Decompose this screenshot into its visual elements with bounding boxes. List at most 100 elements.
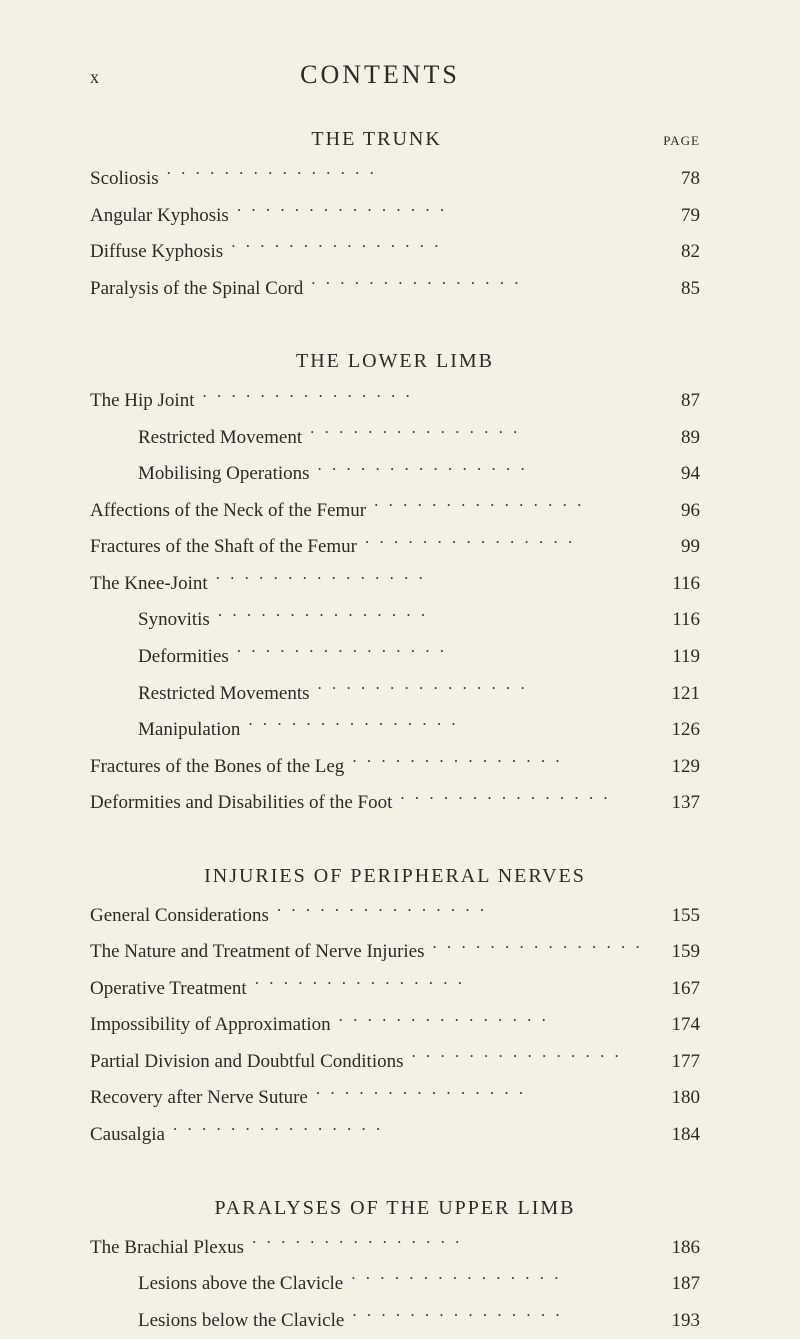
toc-entry-label: Angular Kyphosis bbox=[90, 202, 229, 230]
toc-leader-dots bbox=[318, 460, 644, 479]
section-title: THE LOWER LIMB bbox=[90, 350, 700, 373]
toc-entry-page: 121 bbox=[652, 680, 700, 708]
toc-entry-label: Restricted Movement bbox=[90, 424, 302, 452]
toc-leader-dots bbox=[231, 238, 644, 257]
toc-entry: Affections of the Neck of the Femur96 bbox=[90, 497, 700, 525]
toc-entry-page: 99 bbox=[652, 533, 700, 561]
toc-entry-page: 129 bbox=[652, 753, 700, 781]
toc-entry: Synovitis 116 bbox=[90, 606, 700, 634]
toc-entry-label: Recovery after Nerve Suture bbox=[90, 1084, 308, 1112]
toc-entry: Deformities119 bbox=[90, 643, 700, 671]
toc-leader-dots bbox=[374, 497, 644, 516]
toc-leader-dots bbox=[433, 938, 644, 957]
toc-entry-page: 174 bbox=[652, 1011, 700, 1039]
toc-entry-page: 79 bbox=[652, 202, 700, 230]
toc-entry: Impossibility of Approximation 174 bbox=[90, 1011, 700, 1039]
toc-entry: Diffuse Kyphosis 82 bbox=[90, 238, 700, 266]
toc-entry-page: 167 bbox=[652, 975, 700, 1003]
toc-entry-label: Impossibility of Approximation bbox=[90, 1011, 331, 1039]
toc-entry-label: Restricted Movements bbox=[90, 680, 310, 708]
toc-entry-label: Partial Division and Doubtful Conditions bbox=[90, 1048, 404, 1076]
toc-entry: Operative Treatment 167 bbox=[90, 975, 700, 1003]
toc-leader-dots bbox=[216, 570, 644, 589]
toc-entry: General Considerations 155 bbox=[90, 902, 700, 930]
section-header: THE LOWER LIMB bbox=[90, 350, 700, 373]
toc-entry-page: 137 bbox=[652, 789, 700, 817]
toc-entry: Scoliosis 78 bbox=[90, 165, 700, 193]
page-column-label: PAGE bbox=[663, 133, 700, 149]
toc-entry: Restricted Movements 121 bbox=[90, 680, 700, 708]
toc-entry-label: The Hip Joint bbox=[90, 387, 195, 415]
toc-entry-label: Diffuse Kyphosis bbox=[90, 238, 223, 266]
section-header: THE TRUNKPAGE bbox=[90, 128, 700, 151]
toc-entry: Deformities and Disabilities of the Foot… bbox=[90, 789, 700, 817]
toc-leader-dots bbox=[412, 1048, 645, 1067]
toc-entry: The Hip Joint 87 bbox=[90, 387, 700, 415]
toc-entry: Recovery after Nerve Suture 180 bbox=[90, 1084, 700, 1112]
section-header: INJURIES OF PERIPHERAL NERVES bbox=[90, 865, 700, 888]
toc-leader-dots bbox=[339, 1011, 644, 1030]
toc-entry-page: 193 bbox=[652, 1307, 700, 1335]
toc-entry-page: 116 bbox=[652, 570, 700, 598]
page-header: x CONTENTS bbox=[90, 60, 700, 90]
toc-entry-label: The Nature and Treatment of Nerve Injuri… bbox=[90, 938, 425, 966]
toc-leader-dots bbox=[316, 1084, 644, 1103]
toc-entry-page: 85 bbox=[652, 275, 700, 303]
toc-entry-label: Mobilising Operations bbox=[90, 460, 310, 488]
section-header: PARALYSES OF THE UPPER LIMB bbox=[90, 1197, 700, 1220]
toc-entry-page: 186 bbox=[652, 1234, 700, 1262]
toc-entry-label: Lesions below the Clavicle bbox=[90, 1307, 344, 1335]
toc-entry: Manipulation 126 bbox=[90, 716, 700, 744]
toc-leader-dots bbox=[173, 1121, 644, 1140]
toc-entry-page: 155 bbox=[652, 902, 700, 930]
toc-entry: Lesions above the Clavicle 187 bbox=[90, 1270, 700, 1298]
toc-entry-label: Causalgia bbox=[90, 1121, 165, 1149]
toc-entry-label: The Knee-Joint bbox=[90, 570, 208, 598]
toc-entry: Partial Division and Doubtful Conditions… bbox=[90, 1048, 700, 1076]
toc-entry-page: 96 bbox=[652, 497, 700, 525]
toc-entry-label: Scoliosis bbox=[90, 165, 159, 193]
toc-leader-dots bbox=[318, 680, 645, 699]
toc-leader-dots bbox=[248, 716, 644, 735]
toc-leader-dots bbox=[167, 165, 644, 184]
toc-entry-label: The Brachial Plexus bbox=[90, 1234, 244, 1262]
toc-entry-label: Fractures of the Bones of the Leg bbox=[90, 753, 344, 781]
toc-entry-page: 187 bbox=[652, 1270, 700, 1298]
toc-entry-page: 94 bbox=[652, 460, 700, 488]
toc-entry-label: Synovitis bbox=[90, 606, 210, 634]
toc-entry-page: 89 bbox=[652, 424, 700, 452]
toc-leader-dots bbox=[218, 606, 644, 625]
toc-leader-dots bbox=[203, 387, 645, 406]
toc-entry: Mobilising Operations 94 bbox=[90, 460, 700, 488]
toc-entry: The Brachial Plexus 186 bbox=[90, 1234, 700, 1262]
toc-entry: Paralysis of the Spinal Cord85 bbox=[90, 275, 700, 303]
toc-entry-page: 87 bbox=[652, 387, 700, 415]
toc-leader-dots bbox=[311, 275, 644, 294]
toc-leader-dots bbox=[352, 1307, 644, 1326]
toc-entry: The Knee-Joint 116 bbox=[90, 570, 700, 598]
toc-entry-page: 126 bbox=[652, 716, 700, 744]
toc-entry-page: 159 bbox=[652, 938, 700, 966]
toc-entry: Causalgia184 bbox=[90, 1121, 700, 1149]
toc-entry-label: Fractures of the Shaft of the Femur bbox=[90, 533, 357, 561]
toc-entry: The Nature and Treatment of Nerve Injuri… bbox=[90, 938, 700, 966]
toc-entry-label: Deformities and Disabilities of the Foot bbox=[90, 789, 392, 817]
toc-entry: Fractures of the Shaft of the Femur 99 bbox=[90, 533, 700, 561]
toc-leader-dots bbox=[277, 902, 644, 921]
toc-entry-page: 82 bbox=[652, 238, 700, 266]
toc-entry-label: Manipulation bbox=[90, 716, 240, 744]
toc-entry-label: Operative Treatment bbox=[90, 975, 247, 1003]
toc-entry-page: 177 bbox=[652, 1048, 700, 1076]
toc-entry-page: 180 bbox=[652, 1084, 700, 1112]
page-title: CONTENTS bbox=[60, 60, 700, 90]
toc-leader-dots bbox=[252, 1234, 644, 1253]
toc-entry: Angular Kyphosis 79 bbox=[90, 202, 700, 230]
toc-sections: THE TRUNKPAGE Scoliosis 78 Angular Kyphosis… bbox=[90, 128, 700, 1334]
toc-entry-label: Lesions above the Clavicle bbox=[90, 1270, 343, 1298]
toc-leader-dots bbox=[237, 202, 644, 221]
toc-leader-dots bbox=[365, 533, 644, 552]
toc-entry-page: 116 bbox=[652, 606, 700, 634]
toc-entry-page: 78 bbox=[652, 165, 700, 193]
toc-entry-label: General Considerations bbox=[90, 902, 269, 930]
section-title: PARALYSES OF THE UPPER LIMB bbox=[90, 1197, 700, 1220]
